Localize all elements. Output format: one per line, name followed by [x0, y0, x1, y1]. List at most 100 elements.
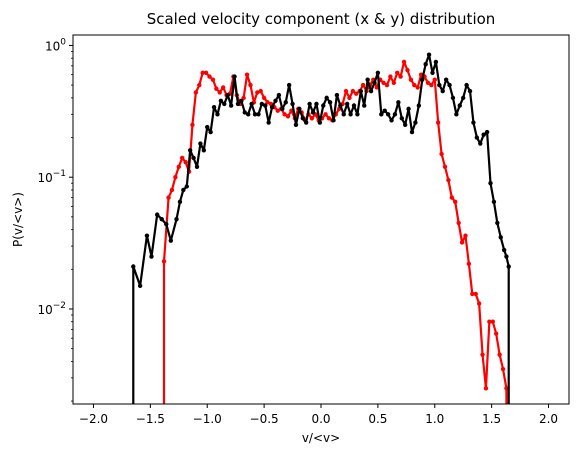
- x-tick-label: 2.0: [539, 412, 558, 426]
- data-point: [244, 72, 250, 77]
- x-tick-label: −1.0: [193, 412, 222, 426]
- data-point: [381, 80, 386, 86]
- data-point: [184, 184, 189, 189]
- data-point: [435, 120, 441, 125]
- data-point: [181, 187, 186, 193]
- data-point: [283, 100, 288, 105]
- data-point: [433, 59, 439, 65]
- data-point: [457, 103, 462, 108]
- data-point: [478, 141, 483, 146]
- data-point: [344, 101, 350, 107]
- data-point: [273, 98, 278, 104]
- data-point: [131, 264, 136, 269]
- data-point: [256, 112, 261, 117]
- data-point: [180, 155, 185, 161]
- data-point: [297, 106, 302, 112]
- data-point: [382, 108, 387, 113]
- series-layer: [131, 52, 511, 404]
- data-point: [471, 120, 476, 125]
- y-tick-base: 10: [37, 171, 52, 185]
- data-point: [214, 86, 219, 91]
- data-point: [463, 233, 468, 238]
- data-point: [375, 70, 381, 75]
- data-point: [338, 103, 343, 108]
- data-point: [493, 331, 499, 336]
- y-tick-label: −110: [37, 169, 66, 185]
- data-point: [430, 70, 435, 75]
- data-point: [309, 116, 315, 121]
- data-point: [412, 82, 417, 88]
- data-point: [473, 291, 478, 297]
- data-point: [282, 112, 287, 117]
- data-point: [232, 74, 237, 79]
- data-point: [395, 70, 400, 75]
- series-0: [161, 59, 509, 404]
- data-point: [310, 110, 316, 115]
- data-point: [409, 129, 415, 135]
- data-point: [205, 124, 210, 130]
- data-point: [456, 220, 461, 226]
- data-point: [347, 95, 352, 101]
- data-point: [276, 92, 282, 98]
- data-point: [348, 112, 353, 117]
- data-point: [173, 175, 178, 180]
- data-point: [144, 233, 150, 238]
- data-point: [177, 199, 183, 205]
- data-point: [415, 85, 420, 90]
- data-point: [323, 112, 328, 117]
- data-point: [385, 112, 391, 117]
- data-point: [164, 221, 169, 227]
- x-tick-label: 0.5: [368, 412, 387, 426]
- data-point: [321, 103, 326, 108]
- data-point: [193, 90, 199, 95]
- data-point: [154, 212, 160, 217]
- data-point: [498, 235, 503, 240]
- data-point: [453, 199, 458, 205]
- data-point: [491, 199, 497, 205]
- data-point: [334, 92, 340, 98]
- data-point: [426, 52, 432, 57]
- data-point: [220, 85, 226, 90]
- data-point: [398, 74, 403, 79]
- data-point: [487, 319, 492, 324]
- data-point: [217, 90, 222, 95]
- data-point: [447, 82, 452, 88]
- data-point: [461, 95, 466, 101]
- data-point: [351, 103, 357, 108]
- data-point: [210, 77, 216, 82]
- data-point: [159, 217, 164, 222]
- data-point: [402, 122, 408, 127]
- data-point: [187, 148, 193, 153]
- data-point: [265, 100, 270, 105]
- data-point: [245, 112, 251, 117]
- data-point: [497, 352, 502, 357]
- data-point: [166, 195, 171, 200]
- data-point: [201, 148, 207, 153]
- data-point: [235, 101, 241, 107]
- data-point: [406, 106, 411, 112]
- data-point: [252, 112, 258, 117]
- data-point: [249, 101, 254, 107]
- data-point: [449, 195, 455, 200]
- data-point: [239, 98, 244, 104]
- data-point: [439, 151, 444, 157]
- y-axis-label: P(v/<v>): [11, 192, 25, 247]
- plot-frame: [72, 34, 570, 405]
- x-tick-label: −2.0: [79, 412, 108, 426]
- data-point: [161, 259, 167, 264]
- data-point: [423, 62, 428, 67]
- data-point: [314, 101, 319, 107]
- data-point: [443, 77, 449, 82]
- x-tick-label: −0.5: [250, 412, 279, 426]
- data-point: [176, 164, 181, 169]
- data-point: [368, 88, 374, 94]
- data-point: [317, 120, 323, 125]
- y-tick-base: 10: [37, 303, 52, 317]
- data-point: [190, 122, 195, 127]
- data-point: [495, 220, 500, 226]
- data-point: [354, 91, 359, 96]
- data-point: [389, 118, 394, 123]
- data-point: [501, 247, 507, 253]
- data-point: [401, 59, 407, 65]
